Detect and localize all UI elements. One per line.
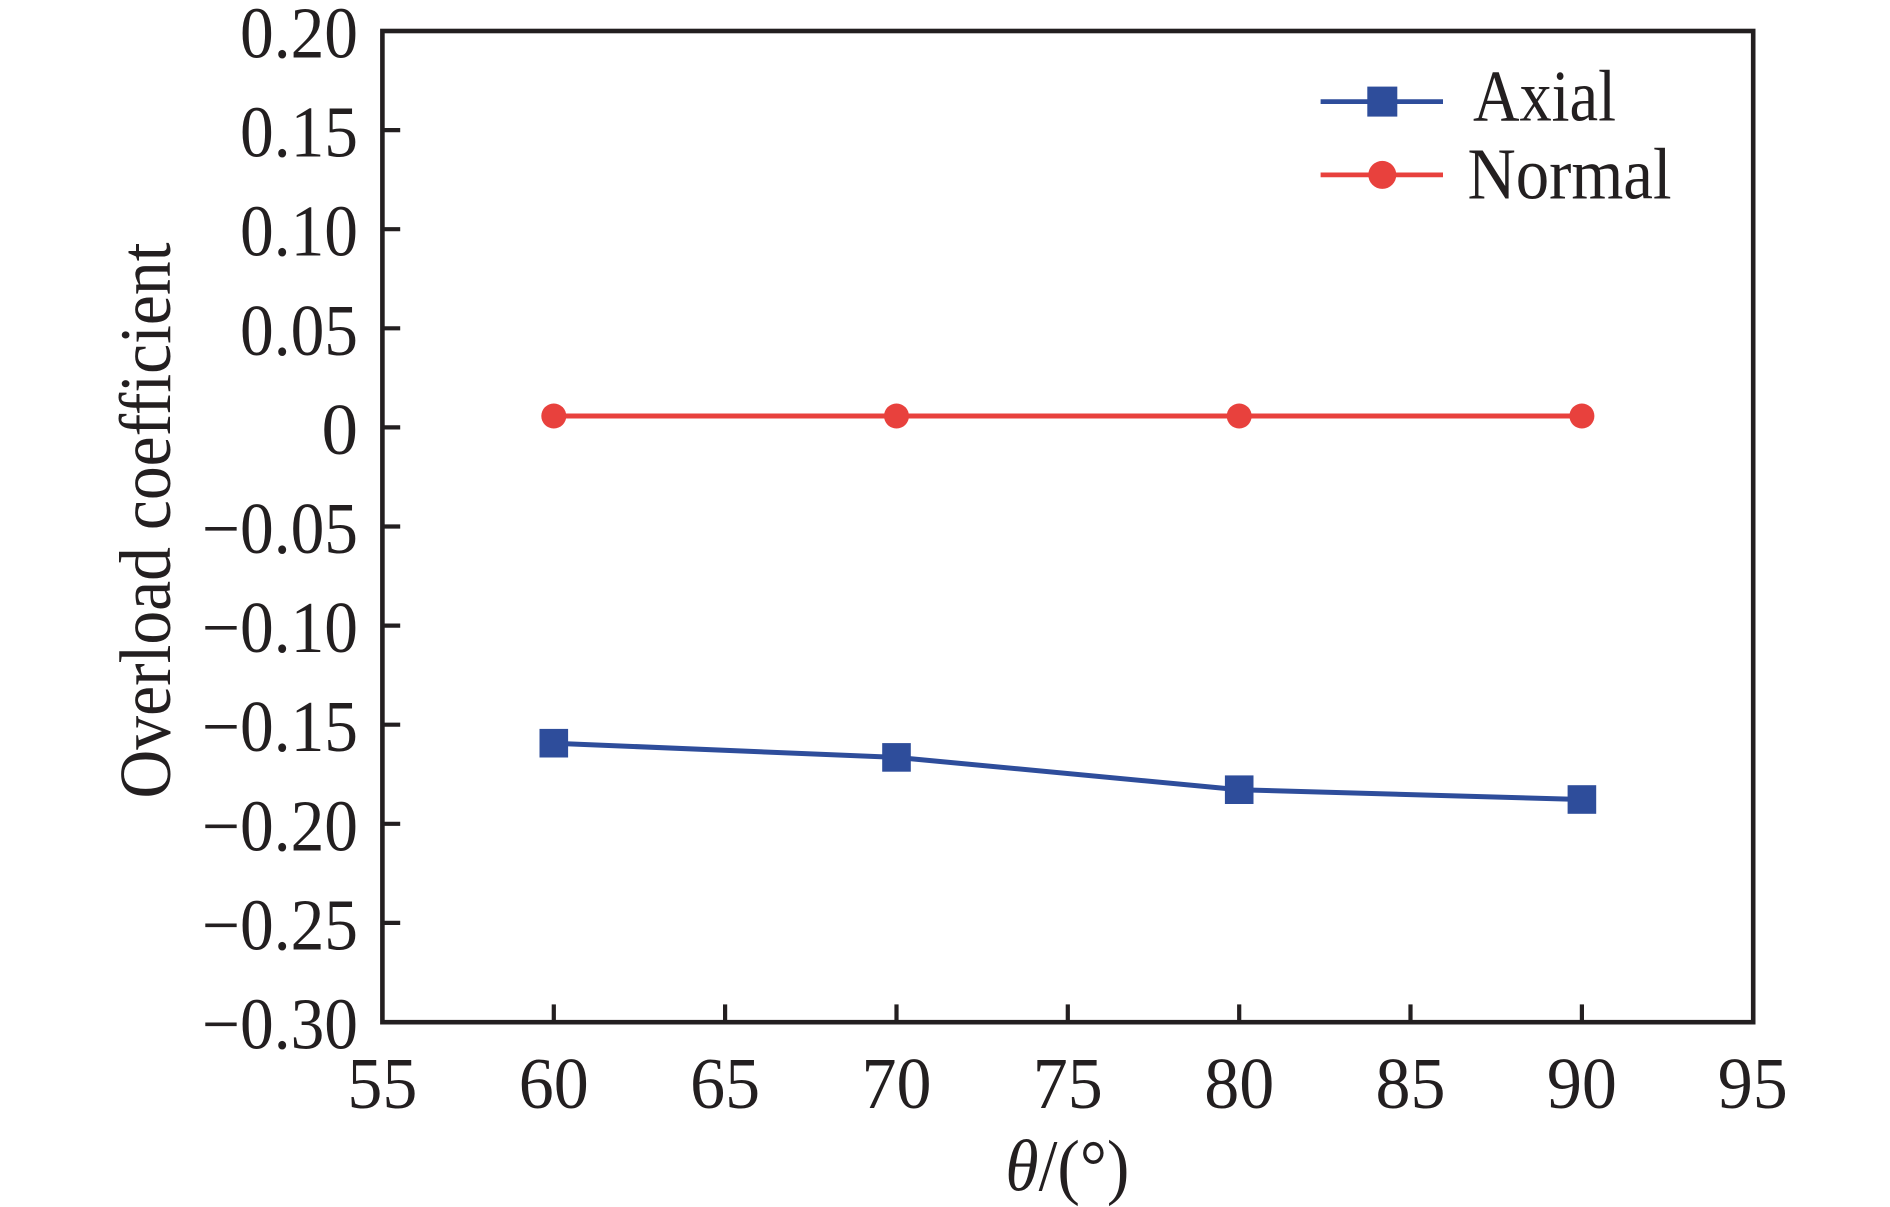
svg-text:θ/(°): θ/(°): [1005, 1126, 1129, 1207]
svg-text:−0.15: −0.15: [202, 686, 358, 767]
svg-text:65: 65: [690, 1043, 760, 1124]
svg-text:90: 90: [1547, 1043, 1617, 1124]
svg-text:0.15: 0.15: [240, 92, 358, 173]
svg-text:70: 70: [862, 1043, 932, 1124]
svg-text:80: 80: [1204, 1043, 1274, 1124]
svg-text:60: 60: [519, 1043, 589, 1124]
svg-text:0.20: 0.20: [240, 0, 358, 74]
svg-text:0.05: 0.05: [240, 290, 358, 371]
svg-text:Overload coefficient: Overload coefficient: [105, 243, 186, 799]
svg-text:Axial: Axial: [1473, 56, 1616, 137]
svg-text:−0.25: −0.25: [202, 884, 358, 965]
svg-text:0: 0: [322, 389, 359, 470]
svg-text:0.10: 0.10: [240, 191, 358, 272]
svg-text:−0.20: −0.20: [202, 785, 358, 866]
svg-text:Normal: Normal: [1468, 134, 1672, 215]
svg-text:75: 75: [1033, 1043, 1103, 1124]
svg-text:95: 95: [1718, 1043, 1788, 1124]
svg-text:55: 55: [347, 1043, 417, 1124]
svg-text:−0.30: −0.30: [202, 984, 358, 1065]
svg-text:85: 85: [1376, 1043, 1446, 1124]
svg-text:−0.10: −0.10: [202, 587, 358, 668]
svg-text:−0.05: −0.05: [202, 488, 358, 569]
